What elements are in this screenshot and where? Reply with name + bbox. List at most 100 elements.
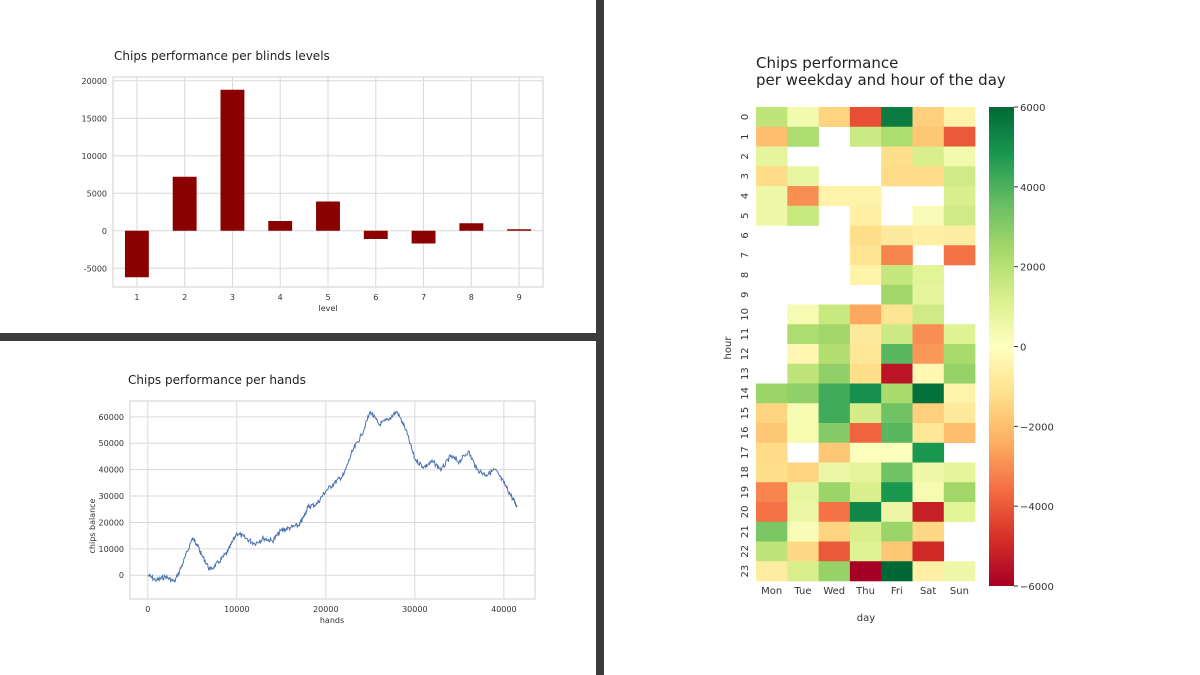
heatmap-cell-wed-12	[818, 344, 851, 365]
bar-ytick-label: 5000	[87, 189, 107, 198]
heatmap-cell-thu-6	[849, 225, 882, 246]
heatmap-cell-thu-17	[849, 442, 882, 463]
heatmap-cell-sat-6	[912, 225, 945, 246]
heatmap-cell-wed-13	[818, 363, 851, 384]
heatmap-cell-mon-14	[756, 383, 788, 404]
heatmap-cell-wed-22	[818, 541, 851, 562]
heatmap-ytick-label: 20	[740, 506, 751, 519]
heatmap-cell-tue-14	[787, 383, 819, 404]
heatmap-cell-thu-8	[849, 265, 882, 286]
heatmap-cell-sat-2	[912, 146, 945, 167]
heatmap-ytick-label: 22	[740, 545, 751, 558]
heatmap-cell-sun-6	[943, 225, 976, 246]
heatmap-title-line-1: Chips performance	[756, 54, 898, 72]
heatmap-ytick-label: 18	[740, 466, 751, 479]
line-xtick-label: 20000	[313, 605, 338, 614]
heatmap-cell-sat-16	[912, 423, 945, 444]
line-ytick-label: 10000	[99, 545, 124, 554]
bar-xtick-label: 9	[517, 293, 522, 302]
heatmap-cell-tue-3	[787, 166, 819, 187]
heatmap-cell-tue-4	[787, 186, 819, 207]
heatmap-cell-sat-1	[912, 126, 945, 147]
heatmap-xtick-label: Thu	[855, 586, 875, 597]
heatmap-colorbar	[989, 107, 1014, 586]
heatmap-cell-wed-23	[818, 561, 851, 582]
heatmap-ytick-label: 1	[740, 133, 751, 139]
bar-level-9	[507, 229, 532, 231]
heatmap-cell-sat-15	[912, 403, 945, 424]
heatmap-cell-wed-16	[818, 423, 851, 444]
heatmap-cell-sat-13	[912, 363, 945, 384]
vertical-divider	[596, 0, 604, 675]
heatmap-ytick-label: 12	[740, 348, 751, 361]
heatmap-cell-thu-1	[849, 126, 882, 147]
heatmap-cell-sat-22	[912, 541, 945, 562]
heatmap-cell-wed-11	[818, 324, 851, 345]
heatmap-ytick-label: 21	[740, 525, 751, 538]
heatmap-cell-thu-12	[849, 344, 882, 365]
heatmap-cell-mon-22	[756, 541, 788, 562]
heatmap-cell-fri-18	[881, 462, 913, 483]
bar-level-6	[363, 230, 388, 239]
heatmap-chart: Chips performance per weekday and hour o…	[723, 54, 1054, 624]
bar-ytick-label: 15000	[82, 114, 107, 123]
heatmap-ytick-label: 4	[740, 193, 751, 199]
heatmap-cell-thu-4	[849, 186, 882, 207]
colorbar-tick-label: 2000	[1020, 263, 1045, 274]
heatmap-cell-fri-19	[881, 482, 913, 503]
heatmap-cell-wed-18	[818, 462, 851, 483]
heatmap-cell-wed-19	[818, 482, 851, 503]
heatmap-cell-tue-23	[787, 561, 819, 582]
heatmap-xtick-label: Wed	[823, 586, 845, 597]
heatmap-cell-sat-0	[912, 107, 945, 128]
line-chart-ylabel: chips balance	[88, 498, 97, 553]
heatmap-cell-tue-15	[787, 403, 819, 424]
colorbar-tick-label: 0	[1020, 343, 1026, 354]
bar-xtick-label: 6	[373, 293, 378, 302]
heatmap-cell-mon-0	[756, 107, 788, 128]
bar-xtick-label: 3	[230, 293, 235, 302]
colorbar-tick-label: 6000	[1020, 103, 1045, 114]
colorbar-tick-label: −2000	[1020, 422, 1054, 433]
heatmap-cell-thu-10	[849, 304, 882, 325]
colorbar-tick-label: −6000	[1020, 582, 1054, 593]
heatmap-cell-sat-14	[912, 383, 945, 404]
heatmap-cell-mon-2	[756, 146, 788, 167]
heatmap-cell-tue-5	[787, 205, 819, 226]
line-ytick-label: 30000	[99, 492, 124, 501]
heatmap-cell-fri-13	[881, 363, 913, 384]
heatmap-cell-tue-18	[787, 462, 819, 483]
heatmap-cell-thu-21	[849, 521, 882, 542]
heatmap-cell-tue-16	[787, 423, 819, 444]
bar-chart-panel: Chips performance per blinds levels leve…	[0, 0, 596, 333]
heatmap-ytick-label: 7	[740, 252, 751, 258]
horizontal-divider	[0, 333, 596, 341]
heatmap-cell-sun-23	[943, 561, 976, 582]
heatmap-cell-sun-13	[943, 363, 976, 384]
heatmap-cell-thu-16	[849, 423, 882, 444]
heatmap-cell-mon-20	[756, 502, 788, 523]
bar-level-7	[411, 230, 436, 244]
line-ytick-label: 0	[119, 571, 124, 580]
heatmap-cell-mon-23	[756, 561, 788, 582]
bar-chart-xlabel: level	[318, 304, 337, 313]
heatmap-cell-thu-18	[849, 462, 882, 483]
bar-level-1	[124, 230, 149, 278]
bar-level-3	[220, 89, 245, 231]
heatmap-cell-fri-14	[881, 383, 913, 404]
line-ytick-label: 60000	[99, 413, 124, 422]
heatmap-cell-mon-15	[756, 403, 788, 424]
line-ytick-label: 20000	[99, 518, 124, 527]
heatmap-cell-mon-17	[756, 442, 788, 463]
heatmap-ytick-label: 2	[740, 153, 751, 159]
heatmap-cell-wed-0	[818, 107, 851, 128]
heatmap-cell-fri-2	[881, 146, 913, 167]
heatmap-cell-tue-20	[787, 502, 819, 523]
heatmap-cell-sat-3	[912, 166, 945, 187]
heatmap-cell-sun-5	[943, 205, 976, 226]
heatmap-cell-sat-11	[912, 324, 945, 345]
bar-xtick-label: 5	[325, 293, 330, 302]
heatmap-cell-sat-12	[912, 344, 945, 365]
heatmap-ytick-label: 19	[740, 486, 751, 499]
line-chart-panel: Chips performance per hands hands chips …	[0, 341, 596, 675]
